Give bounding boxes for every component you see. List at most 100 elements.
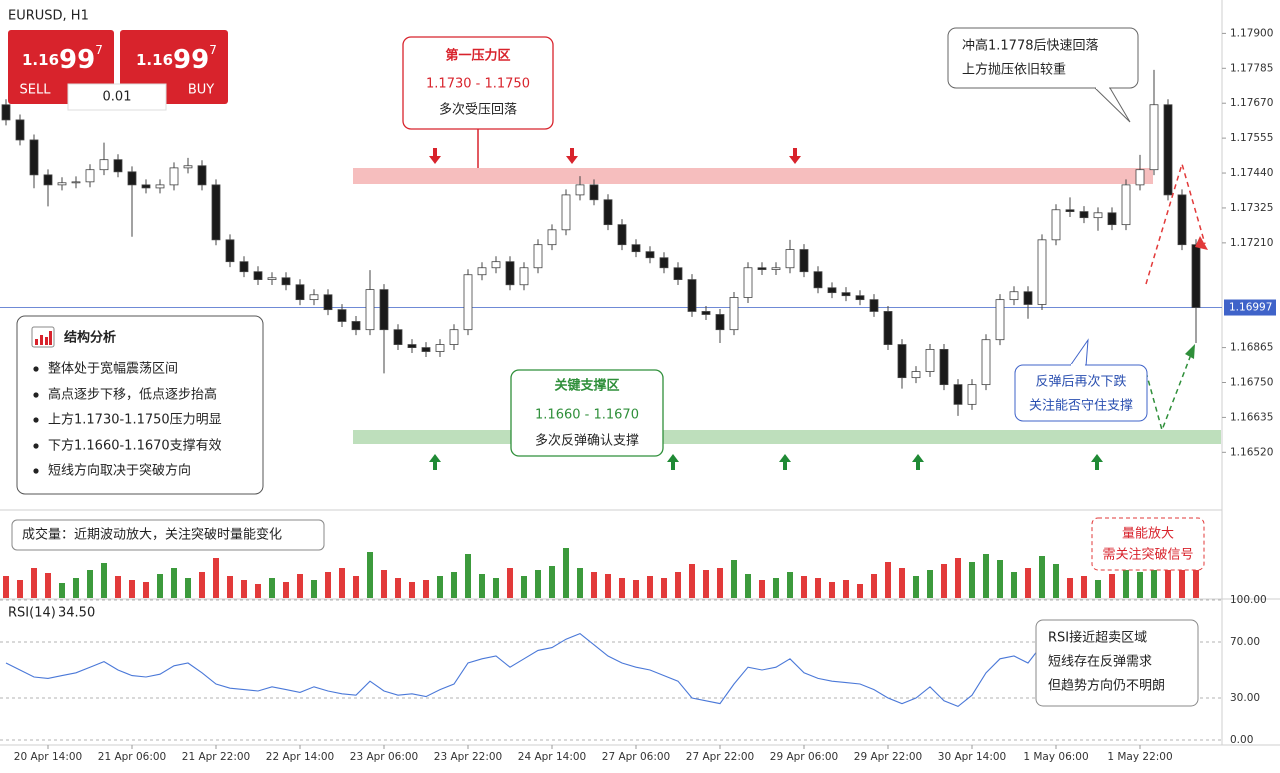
callout-tail xyxy=(1094,87,1131,123)
x-tick-label: 23 Apr 06:00 xyxy=(350,751,418,763)
volume-bar xyxy=(171,568,177,598)
resistance-arrows xyxy=(429,148,801,164)
candle-body xyxy=(883,311,893,345)
x-tick-label: 30 Apr 14:00 xyxy=(938,751,1006,763)
volume-bar xyxy=(479,574,485,598)
rsi-tick-label: 70.00 xyxy=(1230,636,1260,648)
candle-body xyxy=(659,257,669,269)
y-tick-label: 1.17670 xyxy=(1230,97,1273,109)
sell-price: 1.16997 xyxy=(22,43,103,75)
volume-bar xyxy=(367,552,373,598)
candle-body xyxy=(491,261,501,269)
volume-bar xyxy=(1109,574,1115,598)
y-tick-label: 1.16635 xyxy=(1230,411,1273,423)
candle-body xyxy=(449,329,459,345)
candle-body xyxy=(1037,239,1047,305)
structure-item: 上方1.1730-1.1750压力明显 xyxy=(48,412,222,428)
structure-item: 下方1.1660-1.1670支撑有效 xyxy=(48,438,222,454)
candle-body xyxy=(253,271,263,280)
candle-body xyxy=(715,314,725,331)
price-pips: 99 xyxy=(173,45,209,75)
candle-body xyxy=(575,184,585,196)
volume-bar xyxy=(437,576,443,598)
volume-bar xyxy=(101,563,107,598)
candle-body xyxy=(169,167,179,186)
volume-bar xyxy=(325,572,331,598)
projection-up xyxy=(1145,351,1193,433)
x-tick-label: 21 Apr 06:00 xyxy=(98,751,166,763)
bullets xyxy=(33,366,39,474)
volume-callout xyxy=(1091,517,1205,571)
y-tick-label: 1.17555 xyxy=(1230,132,1273,144)
volume-bar xyxy=(829,582,835,598)
candle-body xyxy=(603,199,613,226)
structure-icon xyxy=(31,326,55,348)
up-arrow xyxy=(429,454,441,470)
candle-body xyxy=(239,261,249,273)
candle-body xyxy=(1023,291,1033,305)
volume-bar xyxy=(731,560,737,598)
candle-body xyxy=(589,184,599,201)
candle-body xyxy=(533,244,543,269)
resistance-band xyxy=(353,168,1153,184)
y-tick-label: 1.16865 xyxy=(1230,342,1273,354)
candle-body xyxy=(1009,291,1019,301)
candle-body xyxy=(225,239,235,263)
candle-body xyxy=(617,224,627,246)
high-callout-line: 上方抛压依旧较重 xyxy=(962,62,1066,78)
volume-bar xyxy=(689,564,695,598)
support-title: 关键支撑区 xyxy=(554,378,619,394)
structure-item: 整体处于宽幅震荡区间 xyxy=(48,361,178,377)
volume-bar xyxy=(1179,564,1185,598)
price-pips: 99 xyxy=(59,45,95,75)
y-tick-label: 1.17325 xyxy=(1230,202,1273,214)
volume-bar xyxy=(59,583,65,598)
volume-bar xyxy=(647,576,653,598)
volume-bar xyxy=(745,574,751,598)
price-point: 7 xyxy=(95,43,103,57)
volume-bar xyxy=(1039,556,1045,598)
down-arrow xyxy=(429,148,441,164)
volume-callout-line: 需关注突破信号 xyxy=(1102,547,1193,563)
resistance-note: 多次受压回落 xyxy=(439,102,517,118)
resistance-callout xyxy=(402,36,554,130)
candle-body xyxy=(1149,104,1159,171)
candle-body xyxy=(43,174,53,186)
volume-bar xyxy=(941,564,947,598)
volume-bar xyxy=(871,574,877,598)
candle-body xyxy=(561,194,571,231)
candle-body xyxy=(897,344,907,379)
structure-item: 高点逐步下移，低点逐步抬高 xyxy=(48,387,217,403)
candle-body xyxy=(463,274,473,331)
volume-bar xyxy=(507,568,513,598)
candle-body xyxy=(267,277,277,280)
x-tick-label: 23 Apr 22:00 xyxy=(434,751,502,763)
volume-bar xyxy=(31,568,37,598)
candle-body xyxy=(309,294,319,301)
candle-body xyxy=(211,184,221,241)
support-callout xyxy=(510,369,664,457)
candle-body xyxy=(701,311,711,315)
volume-bar xyxy=(549,566,555,598)
volume-bar xyxy=(1025,568,1031,598)
volume-bar xyxy=(773,578,779,598)
candle-body xyxy=(71,181,81,184)
volume-bar xyxy=(605,574,611,598)
volume-bar xyxy=(1095,580,1101,598)
volume-bar xyxy=(997,560,1003,598)
up-arrow xyxy=(667,454,679,470)
trade-panel: 1.16997 1.16997 SELL BUY 0.01 xyxy=(8,30,228,111)
support-band xyxy=(353,430,1221,444)
candle-body xyxy=(99,159,109,171)
candle-body xyxy=(1191,244,1201,308)
volume-bar xyxy=(955,558,961,598)
up-arrow xyxy=(779,454,791,470)
volume-bar xyxy=(983,554,989,598)
candle-body xyxy=(393,329,403,345)
support-range: 1.1660 - 1.1670 xyxy=(535,408,639,423)
candle-body xyxy=(1135,169,1145,186)
volume-bar xyxy=(465,554,471,598)
volume-bar xyxy=(591,572,597,598)
volume-bar xyxy=(1067,578,1073,598)
lot-input[interactable] xyxy=(67,83,167,111)
